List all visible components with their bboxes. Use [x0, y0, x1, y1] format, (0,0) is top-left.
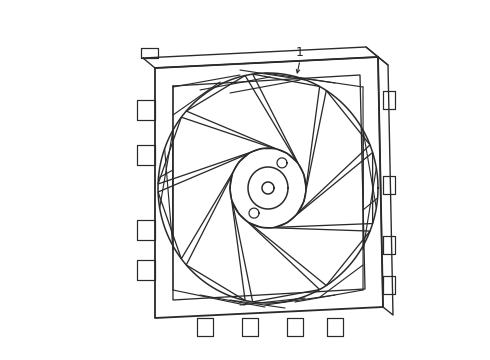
Text: 1: 1	[296, 45, 304, 59]
